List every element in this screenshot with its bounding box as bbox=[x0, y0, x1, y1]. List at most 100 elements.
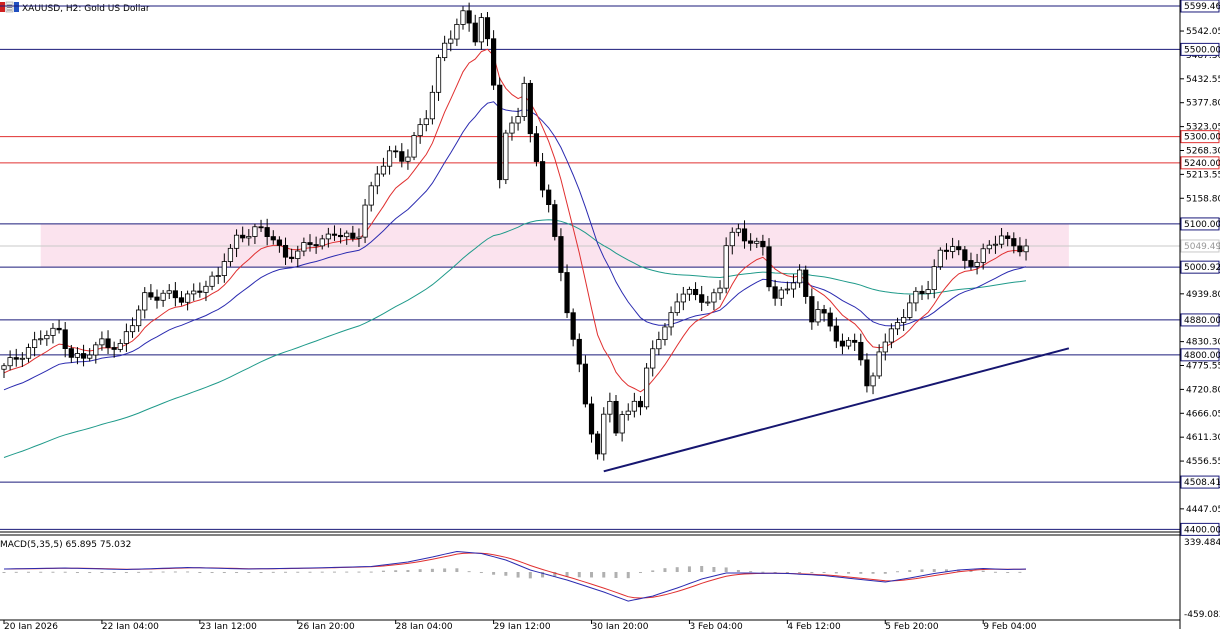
level-label: 5240.00 bbox=[1184, 159, 1220, 169]
candle-body bbox=[711, 292, 717, 303]
candle bbox=[968, 252, 974, 271]
candle-body bbox=[650, 348, 656, 369]
candle-body bbox=[699, 294, 705, 303]
candle bbox=[711, 288, 717, 311]
candle bbox=[252, 223, 258, 244]
candle bbox=[729, 227, 735, 255]
candle bbox=[325, 227, 331, 248]
candle-body bbox=[797, 269, 803, 284]
candle bbox=[344, 230, 350, 245]
candle bbox=[705, 295, 711, 306]
candle bbox=[123, 323, 129, 352]
macd-hist-bar bbox=[920, 569, 924, 573]
candles bbox=[1, 2, 1029, 461]
candle-body bbox=[668, 312, 674, 328]
candle-body bbox=[588, 403, 595, 435]
candle-body bbox=[992, 243, 999, 246]
candle bbox=[576, 333, 582, 373]
candle bbox=[723, 237, 729, 294]
level-label: 5100.00 bbox=[1184, 220, 1220, 230]
price-tick-label: 4556.55 bbox=[1186, 457, 1220, 467]
candle bbox=[546, 184, 552, 213]
macd-hist-bar bbox=[504, 572, 508, 576]
candle-body bbox=[607, 400, 613, 415]
candle bbox=[1, 363, 7, 378]
candle-body bbox=[38, 338, 44, 341]
macd-hist-bar bbox=[626, 572, 630, 579]
price-tick-label: 4775.55 bbox=[1186, 362, 1220, 372]
current-price-box bbox=[1180, 239, 1220, 253]
candle bbox=[766, 238, 772, 292]
candle-body bbox=[784, 288, 790, 291]
candle bbox=[515, 107, 521, 131]
candle bbox=[882, 333, 888, 361]
macd-hist-bar bbox=[394, 570, 398, 573]
macd-hist-bar bbox=[186, 571, 190, 573]
candle bbox=[435, 54, 442, 101]
candle-body bbox=[209, 275, 215, 287]
candle bbox=[472, 14, 478, 46]
candle bbox=[717, 280, 723, 300]
candle bbox=[301, 237, 307, 257]
candle bbox=[62, 322, 68, 358]
macd-hist-bar bbox=[479, 572, 483, 574]
candle-body bbox=[570, 312, 576, 340]
candle-body bbox=[405, 156, 411, 162]
candle bbox=[221, 253, 227, 283]
candle-body bbox=[301, 242, 307, 252]
candle-body bbox=[87, 354, 93, 359]
candle-body bbox=[729, 231, 735, 247]
candle bbox=[790, 274, 797, 298]
macd-hist-bar bbox=[39, 571, 43, 573]
price-tick-label: 5213.55 bbox=[1186, 170, 1220, 180]
candle-body bbox=[448, 38, 454, 44]
current-price-label: 5049.49 bbox=[1184, 242, 1220, 252]
candle-body bbox=[423, 118, 429, 126]
one-click-trading-icon[interactable] bbox=[0, 1, 19, 13]
candle-body bbox=[772, 286, 778, 299]
candle-body bbox=[313, 244, 319, 247]
candle bbox=[509, 116, 515, 141]
candle-body bbox=[686, 288, 693, 295]
candle-body bbox=[760, 240, 766, 248]
candle bbox=[833, 317, 839, 349]
time-tick-label: 3 Feb 04:00 bbox=[689, 622, 743, 629]
macd-label: MACD(5,35,5) 65.895 75.032 bbox=[0, 540, 131, 550]
candle-body bbox=[631, 400, 637, 412]
candle bbox=[876, 344, 882, 379]
level-label: 4508.41 bbox=[1184, 478, 1220, 488]
candle-body bbox=[172, 290, 178, 299]
candle-body bbox=[845, 339, 852, 347]
macd-hist-bar bbox=[26, 571, 30, 573]
candle-body bbox=[613, 400, 619, 434]
macd-hist-bar bbox=[1018, 571, 1022, 573]
candle-body bbox=[380, 165, 387, 175]
candle bbox=[601, 407, 607, 461]
candle bbox=[619, 410, 625, 442]
candle bbox=[625, 403, 631, 421]
candle-body bbox=[644, 367, 650, 408]
candle bbox=[931, 259, 937, 299]
macd-hist-bar bbox=[345, 571, 349, 573]
candle bbox=[815, 301, 821, 326]
candle bbox=[631, 392, 637, 418]
candle bbox=[797, 264, 803, 288]
candle bbox=[668, 306, 674, 336]
candle-body bbox=[13, 357, 19, 360]
candle bbox=[246, 229, 252, 246]
macd-hist-bar bbox=[553, 572, 557, 578]
candle bbox=[191, 283, 197, 301]
candle bbox=[827, 307, 833, 332]
candle bbox=[386, 145, 393, 175]
candle-body bbox=[191, 290, 197, 295]
candle bbox=[429, 85, 436, 125]
macd-hist-bar bbox=[430, 568, 434, 573]
macd-hist-bar bbox=[700, 565, 704, 573]
ma-fast-line bbox=[3, 48, 1027, 393]
candle-body bbox=[142, 292, 148, 311]
candle-body bbox=[888, 328, 895, 343]
candle bbox=[160, 289, 166, 307]
candle bbox=[644, 363, 650, 410]
candle bbox=[19, 352, 25, 367]
candle-body bbox=[246, 236, 252, 239]
